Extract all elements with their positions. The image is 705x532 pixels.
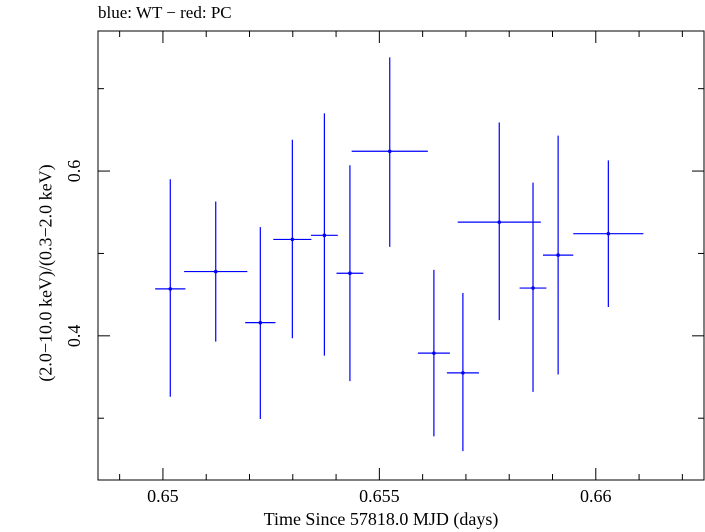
y-tick-label: 0.6: [64, 160, 84, 183]
data-point: [351, 57, 428, 247]
point-marker: [322, 233, 327, 238]
data-point: [446, 292, 479, 452]
x-tick-label: 0.655: [359, 486, 400, 506]
x-axis-label: Time Since 57818.0 MJD (days): [263, 509, 499, 529]
point-marker: [348, 271, 352, 276]
y-axis-label: (2.0−10.0 keV)/(0.3−2.0 keV): [35, 164, 56, 382]
data-point: [417, 269, 450, 437]
point-marker: [556, 253, 560, 257]
data-point: [155, 179, 186, 397]
data-point: [542, 135, 574, 375]
data-point: [184, 201, 248, 342]
point-marker: [606, 231, 611, 236]
data-point: [336, 165, 364, 382]
data-point: [310, 113, 338, 356]
data-point: [519, 182, 547, 392]
data-point: [457, 122, 541, 321]
axis-tick-labels: 0.65 0.655 0.66 0.4 0.6: [64, 160, 612, 506]
data-point: [573, 160, 644, 307]
axis-ticks: [98, 31, 704, 480]
data-point: [245, 227, 276, 420]
point-marker: [387, 149, 392, 154]
point-marker: [461, 371, 465, 375]
x-tick-label: 0.66: [580, 486, 612, 506]
point-marker: [531, 286, 535, 290]
point-marker: [168, 287, 173, 291]
point-marker: [432, 351, 436, 355]
data-marks: [155, 57, 644, 452]
chart-title: blue: WT − red: PC: [98, 3, 232, 22]
y-tick-label: 0.4: [64, 325, 84, 348]
point-marker: [290, 237, 295, 242]
point-marker: [497, 220, 502, 224]
plot-frame: [97, 30, 705, 481]
point-marker: [258, 320, 263, 325]
data-point: [273, 139, 312, 339]
point-marker: [213, 269, 218, 274]
x-tick-label: 0.65: [147, 486, 179, 506]
